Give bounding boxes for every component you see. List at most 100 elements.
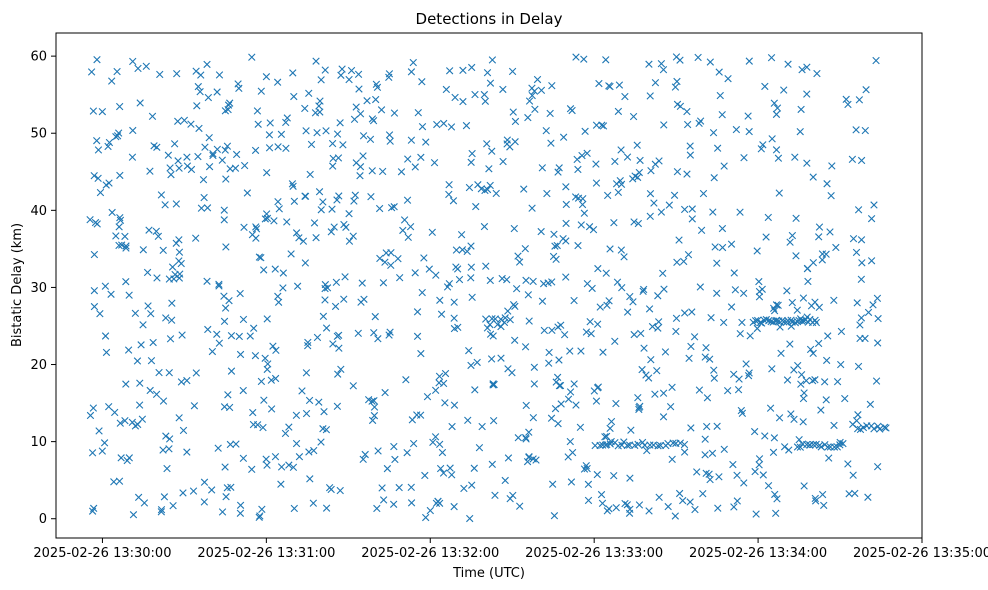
data-point bbox=[136, 379, 144, 387]
data-point bbox=[594, 383, 603, 391]
data-point bbox=[183, 448, 191, 456]
data-point bbox=[338, 65, 346, 73]
data-point bbox=[249, 408, 257, 417]
data-point bbox=[433, 120, 441, 129]
data-point bbox=[848, 155, 857, 163]
data-point bbox=[366, 135, 375, 144]
data-point bbox=[458, 246, 467, 254]
data-point bbox=[842, 95, 850, 104]
data-point bbox=[154, 232, 163, 240]
data-point bbox=[367, 192, 375, 201]
data-point bbox=[592, 179, 601, 187]
data-point bbox=[448, 422, 456, 431]
data-point bbox=[685, 354, 693, 362]
data-point bbox=[222, 243, 230, 251]
data-point bbox=[566, 388, 575, 396]
data-point bbox=[285, 423, 293, 431]
data-point bbox=[771, 490, 779, 499]
data-point bbox=[441, 369, 450, 378]
data-point bbox=[122, 244, 130, 252]
data-point bbox=[116, 171, 124, 180]
data-point bbox=[261, 354, 269, 362]
data-point bbox=[312, 57, 320, 65]
data-point bbox=[556, 381, 565, 390]
data-point bbox=[576, 423, 585, 432]
data-point bbox=[773, 495, 781, 503]
data-point bbox=[134, 493, 143, 502]
data-point bbox=[528, 204, 536, 212]
data-point bbox=[350, 115, 359, 123]
data-point bbox=[531, 105, 539, 113]
data-point bbox=[646, 212, 654, 221]
data-point bbox=[450, 401, 459, 409]
data-point bbox=[434, 497, 442, 506]
data-point bbox=[525, 97, 534, 105]
data-point bbox=[706, 475, 714, 484]
data-point bbox=[442, 85, 451, 94]
data-point bbox=[665, 201, 674, 209]
data-point bbox=[675, 489, 684, 498]
data-point bbox=[274, 292, 282, 301]
data-point bbox=[183, 153, 191, 161]
data-point bbox=[403, 448, 411, 457]
data-point bbox=[289, 182, 297, 190]
data-point bbox=[404, 233, 412, 241]
data-point bbox=[854, 411, 862, 419]
data-point bbox=[422, 513, 430, 522]
data-point bbox=[128, 418, 137, 427]
data-point bbox=[192, 369, 200, 377]
data-point bbox=[459, 97, 467, 106]
data-point bbox=[316, 108, 324, 116]
data-point bbox=[580, 209, 589, 217]
data-point bbox=[758, 285, 766, 293]
data-point bbox=[710, 366, 718, 374]
data-point bbox=[275, 205, 283, 213]
data-point bbox=[160, 493, 169, 501]
data-point bbox=[122, 277, 130, 286]
data-point bbox=[470, 464, 478, 472]
data-point bbox=[232, 150, 241, 159]
data-point bbox=[457, 231, 466, 239]
data-point bbox=[643, 446, 651, 455]
data-point bbox=[539, 280, 548, 288]
data-point bbox=[522, 276, 530, 285]
data-point bbox=[864, 308, 873, 317]
data-point bbox=[683, 107, 691, 116]
data-point bbox=[695, 386, 704, 394]
data-point bbox=[826, 228, 834, 236]
data-point bbox=[818, 250, 827, 258]
data-point bbox=[707, 313, 715, 322]
data-point bbox=[418, 122, 427, 131]
data-point bbox=[125, 291, 133, 299]
data-point bbox=[162, 314, 170, 322]
data-point bbox=[125, 454, 133, 462]
data-point bbox=[204, 325, 212, 334]
data-point bbox=[711, 243, 719, 251]
data-point bbox=[232, 440, 240, 448]
data-point bbox=[221, 304, 230, 312]
data-point bbox=[634, 440, 642, 449]
data-point bbox=[368, 167, 376, 175]
data-point bbox=[550, 230, 558, 238]
data-point bbox=[222, 493, 230, 501]
data-point bbox=[159, 446, 167, 454]
data-point bbox=[205, 133, 213, 142]
data-point bbox=[642, 371, 650, 379]
data-point bbox=[279, 284, 287, 292]
data-point bbox=[626, 292, 634, 301]
data-point bbox=[645, 507, 653, 515]
data-point bbox=[729, 460, 737, 469]
data-point bbox=[623, 153, 632, 161]
data-point bbox=[135, 401, 144, 409]
data-point bbox=[381, 388, 389, 397]
data-point bbox=[224, 101, 233, 109]
data-point bbox=[605, 82, 613, 90]
data-point bbox=[386, 137, 394, 145]
data-point bbox=[701, 435, 709, 443]
data-point bbox=[87, 68, 96, 76]
data-point bbox=[305, 89, 313, 98]
data-point bbox=[292, 439, 301, 448]
data-point bbox=[815, 223, 824, 231]
data-point bbox=[793, 306, 801, 314]
data-point bbox=[653, 367, 661, 375]
